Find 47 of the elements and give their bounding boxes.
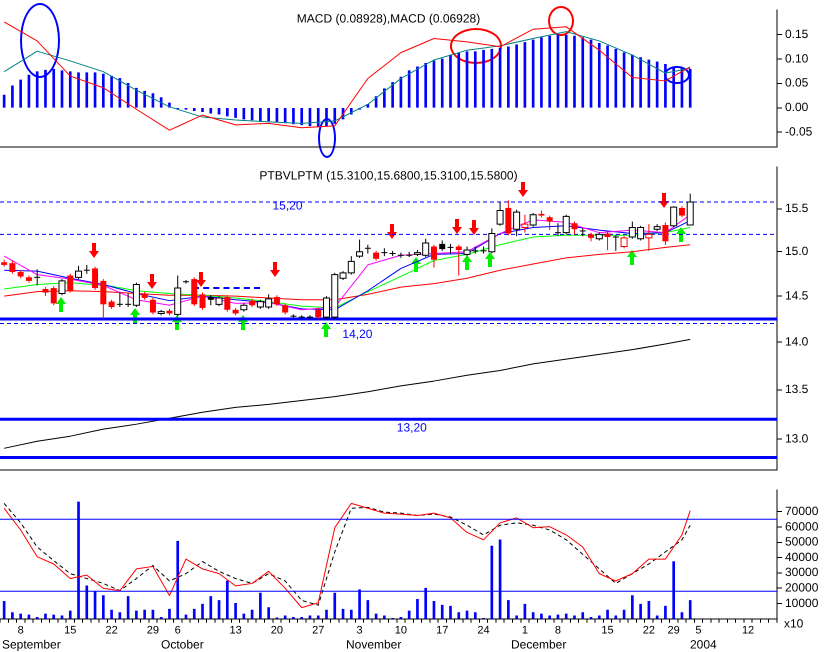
y-tick-label: 14.5	[785, 288, 809, 302]
y-tick-label: 13.5	[785, 382, 809, 396]
x-tick-label: 10	[394, 624, 408, 636]
chart-title: PTBVLPTM (15.3100,15.6800,15.3100,15.5800)	[259, 168, 518, 183]
y-tick-label: 0.15	[785, 26, 809, 41]
x-tick-label: 29	[146, 624, 160, 636]
y-tick-label: 70000	[785, 504, 819, 518]
text: 2004	[690, 637, 718, 652]
x-tick-label: 24	[477, 624, 490, 636]
x-tick-label: 17	[436, 624, 448, 636]
y-tick-label: -0.05	[785, 124, 813, 138]
chart-title: MACD (0.08928),MACD (0.06928)	[296, 12, 480, 26]
y-tick-label: 40000	[785, 550, 819, 564]
x-tick-label: 3	[356, 624, 363, 636]
y-tick-label: 30000	[785, 565, 819, 580]
ref-line-label: 13,20	[396, 420, 428, 435]
y-tick-label: 60000	[785, 519, 819, 534]
x-tick-label: 15	[601, 624, 614, 636]
x-tick-label: 6	[174, 624, 181, 636]
text: November	[346, 637, 402, 652]
x-tick-label: 22	[642, 624, 656, 636]
y-tick-label: 50000	[785, 534, 819, 549]
x-tick-label: 8	[18, 624, 24, 636]
x-tick-label: 20	[270, 624, 284, 636]
text: October	[161, 637, 204, 652]
x-tick-label: 22	[105, 624, 118, 636]
x-tick-label: 5	[695, 624, 702, 636]
y-tick-label: 0.10	[785, 51, 809, 66]
y-tick-label: 15.5	[785, 201, 809, 216]
y-tick-label: 15.0	[785, 244, 809, 258]
text: September	[2, 637, 61, 652]
y-tick-label: 13.0	[785, 432, 809, 446]
x-tick-label: 15	[64, 624, 76, 636]
y-tick-label: 20000	[785, 580, 819, 594]
x-tick-label: 8	[554, 624, 562, 636]
x-tick-label: 29	[668, 624, 680, 636]
y-tick-label: 14.0	[785, 334, 809, 348]
y-tick-label: 0.05	[785, 76, 809, 90]
x-tick-label: 27	[312, 624, 324, 636]
x-tick-label: 1	[522, 624, 528, 636]
ref-line-label: 14,20	[342, 326, 373, 341]
y-tick-label: 10000	[785, 596, 819, 610]
x-tick-label: 13	[229, 624, 242, 636]
text: December	[511, 637, 566, 652]
x-tick-label: 12	[742, 624, 754, 636]
text: x10	[784, 616, 804, 630]
y-tick-label: 0.00	[785, 100, 809, 114]
